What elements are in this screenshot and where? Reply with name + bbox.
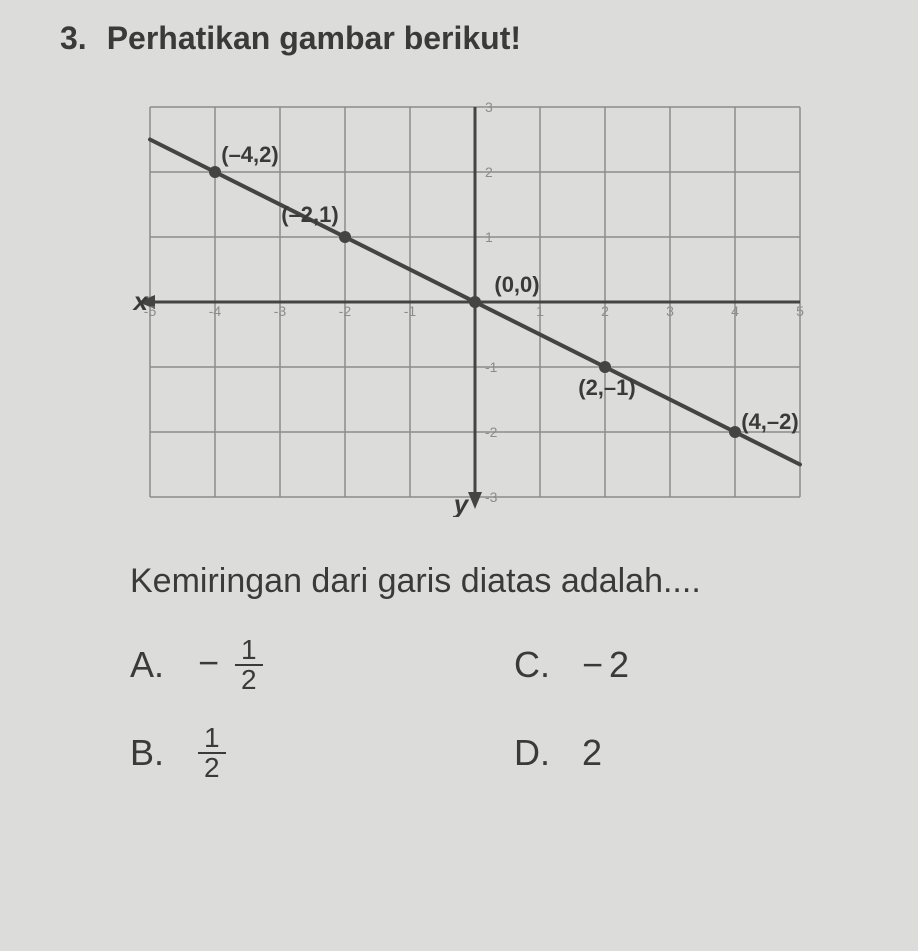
coordinate-chart-container: ‑5‑4‑3‑2‑112345‑3‑2‑1123(–4,2)(–2,1)(0,0… bbox=[130, 87, 858, 522]
svg-text:1: 1 bbox=[485, 229, 493, 245]
svg-text:3: 3 bbox=[485, 99, 493, 115]
svg-text:‑1: ‑1 bbox=[485, 359, 498, 375]
svg-text:‑4: ‑4 bbox=[209, 303, 222, 319]
question-header: 3. Perhatikan gambar berikut! bbox=[60, 20, 858, 57]
option-b: B. 1 2 bbox=[130, 724, 474, 782]
svg-text:y: y bbox=[452, 489, 470, 517]
option-label: B. bbox=[130, 732, 170, 774]
svg-text:(2,–1): (2,–1) bbox=[578, 375, 635, 400]
option-value: −2 bbox=[582, 644, 629, 686]
option-value: 2 bbox=[582, 732, 602, 774]
option-value: − 1 2 bbox=[198, 636, 263, 694]
svg-text:4: 4 bbox=[731, 303, 739, 319]
svg-text:(–2,1): (–2,1) bbox=[281, 202, 338, 227]
svg-text:(0,0): (0,0) bbox=[494, 272, 539, 297]
svg-text:2: 2 bbox=[601, 303, 609, 319]
option-c: C. −2 bbox=[514, 636, 858, 694]
svg-text:‑3: ‑3 bbox=[274, 303, 287, 319]
svg-text:3: 3 bbox=[666, 303, 674, 319]
question-subtext: Kemiringan dari garis diatas adalah.... bbox=[130, 562, 858, 601]
question-title: Perhatikan gambar berikut! bbox=[107, 20, 521, 57]
option-label: D. bbox=[514, 732, 554, 774]
svg-text:2: 2 bbox=[485, 164, 493, 180]
svg-text:‑2: ‑2 bbox=[339, 303, 352, 319]
option-d: D. 2 bbox=[514, 724, 858, 782]
svg-text:5: 5 bbox=[796, 303, 804, 319]
svg-text:(–4,2): (–4,2) bbox=[221, 142, 278, 167]
coordinate-chart: ‑5‑4‑3‑2‑112345‑3‑2‑1123(–4,2)(–2,1)(0,0… bbox=[130, 87, 820, 517]
svg-text:(4,–2): (4,–2) bbox=[741, 409, 798, 434]
answer-options: A. − 1 2 C. −2 B. 1 2 D. 2 bbox=[130, 636, 858, 782]
svg-text:1: 1 bbox=[536, 303, 544, 319]
svg-text:‑1: ‑1 bbox=[404, 303, 417, 319]
question-number: 3. bbox=[60, 20, 87, 57]
svg-text:‑3: ‑3 bbox=[485, 489, 498, 505]
svg-text:‑2: ‑2 bbox=[485, 424, 498, 440]
option-value: 1 2 bbox=[198, 724, 226, 782]
svg-text:x: x bbox=[132, 286, 150, 316]
option-a: A. − 1 2 bbox=[130, 636, 474, 694]
option-label: C. bbox=[514, 644, 554, 686]
option-label: A. bbox=[130, 644, 170, 686]
